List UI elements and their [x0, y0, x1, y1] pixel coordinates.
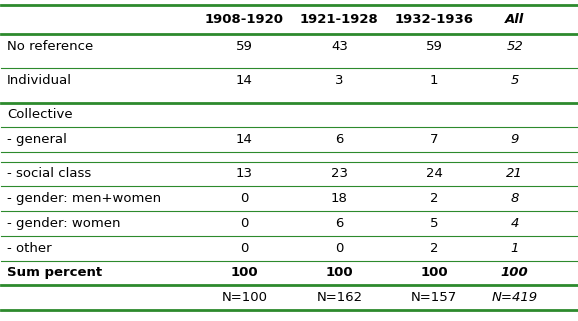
- Text: N=419: N=419: [492, 291, 538, 304]
- Text: 0: 0: [240, 217, 249, 230]
- Text: 2: 2: [430, 242, 439, 255]
- Text: 24: 24: [426, 168, 443, 180]
- Text: Individual: Individual: [7, 74, 72, 87]
- Text: 1: 1: [510, 242, 519, 255]
- Text: 52: 52: [506, 40, 523, 53]
- Text: N=157: N=157: [411, 291, 457, 304]
- Text: 1921-1928: 1921-1928: [300, 13, 379, 26]
- Text: Collective: Collective: [7, 108, 73, 121]
- Text: 14: 14: [236, 74, 253, 87]
- Text: 0: 0: [240, 192, 249, 205]
- Text: 0: 0: [335, 242, 343, 255]
- Text: 59: 59: [236, 40, 253, 53]
- Text: No reference: No reference: [7, 40, 94, 53]
- Text: 5: 5: [510, 74, 519, 87]
- Text: 100: 100: [231, 266, 258, 280]
- Text: 21: 21: [506, 168, 523, 180]
- Text: 4: 4: [510, 217, 519, 230]
- Text: N=162: N=162: [316, 291, 362, 304]
- Text: - gender: men+women: - gender: men+women: [7, 192, 161, 205]
- Text: 23: 23: [331, 168, 348, 180]
- Text: 100: 100: [325, 266, 353, 280]
- Text: 3: 3: [335, 74, 343, 87]
- Text: 0: 0: [240, 242, 249, 255]
- Text: 13: 13: [236, 168, 253, 180]
- Text: 43: 43: [331, 40, 348, 53]
- Text: 1: 1: [430, 74, 439, 87]
- Text: All: All: [505, 13, 524, 26]
- Text: - general: - general: [7, 133, 67, 146]
- Text: 59: 59: [426, 40, 443, 53]
- Text: 14: 14: [236, 133, 253, 146]
- Text: 100: 100: [501, 266, 529, 280]
- Text: 8: 8: [510, 192, 519, 205]
- Text: 1908-1920: 1908-1920: [205, 13, 284, 26]
- Text: 7: 7: [430, 133, 439, 146]
- Text: 5: 5: [430, 217, 439, 230]
- Text: 6: 6: [335, 217, 343, 230]
- Text: - social class: - social class: [7, 168, 91, 180]
- Text: 6: 6: [335, 133, 343, 146]
- Text: 9: 9: [510, 133, 519, 146]
- Text: - gender: women: - gender: women: [7, 217, 121, 230]
- Text: 18: 18: [331, 192, 348, 205]
- Text: N=100: N=100: [221, 291, 268, 304]
- Text: 1932-1936: 1932-1936: [395, 13, 474, 26]
- Text: - other: - other: [7, 242, 52, 255]
- Text: 2: 2: [430, 192, 439, 205]
- Text: Sum percent: Sum percent: [7, 266, 102, 280]
- Text: 100: 100: [420, 266, 448, 280]
